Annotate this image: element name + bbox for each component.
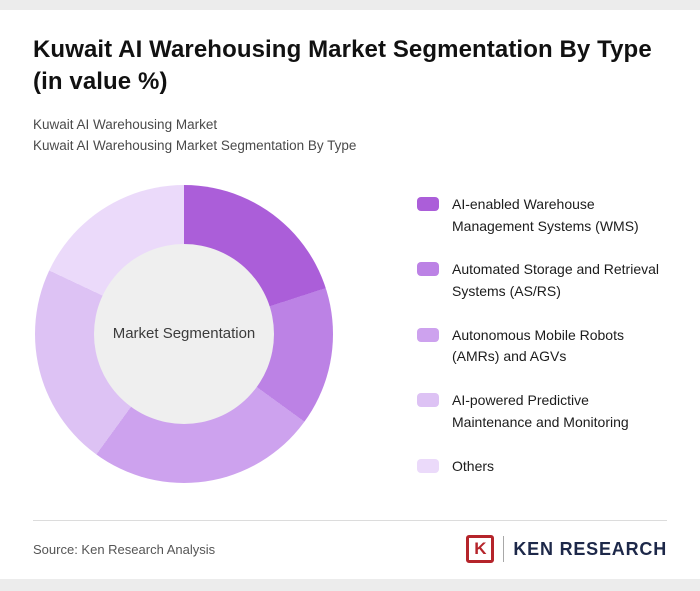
legend-item-predictive: AI-powered Predictive Maintenance and Mo…: [417, 390, 662, 433]
legend-swatch-predictive: [417, 393, 439, 408]
subtitle-segmentation: Kuwait AI Warehousing Market Segmentatio…: [33, 137, 357, 153]
legend-label-wms: AI-enabled Warehouse Management Systems …: [452, 196, 639, 234]
donut-center-label: Market Segmentation: [112, 325, 256, 343]
chart-area: Market Segmentation AI-enabled Warehouse…: [33, 184, 667, 483]
legend-swatch-amrs: [417, 327, 439, 342]
legend-item-amrs: Autonomous Mobile Robots (AMRs) and AGVs: [417, 325, 662, 368]
footer: Source: Ken Research Analysis K KEN RESE…: [33, 520, 667, 563]
legend-label-others: Others: [452, 457, 495, 474]
footer-divider: [33, 520, 667, 521]
donut-chart: Market Segmentation: [35, 184, 333, 483]
legend-item-others: Others: [417, 456, 662, 478]
subtitle-market: Kuwait AI Warehousing Market: [33, 116, 218, 132]
ken-research-logo-icon: K: [466, 535, 495, 563]
logo-separator: [503, 536, 505, 562]
legend-swatch-asrs: [417, 262, 439, 277]
brand-name: KEN RESEARCH: [513, 538, 667, 559]
legend-swatch-others: [417, 458, 439, 473]
source-text: Source: Ken Research Analysis: [33, 541, 216, 557]
legend-swatch-wms: [417, 197, 439, 212]
subtitle-block: Kuwait AI Warehousing Market Kuwait AI W…: [33, 115, 667, 157]
chart-legend: AI-enabled Warehouse Management Systems …: [417, 190, 662, 477]
donut-center: Market Segmentation: [94, 243, 274, 424]
legend-label-asrs: Automated Storage and Retrieval Systems …: [452, 261, 660, 300]
legend-item-asrs: Automated Storage and Retrieval Systems …: [417, 259, 662, 302]
legend-item-wms: AI-enabled Warehouse Management Systems …: [417, 194, 662, 237]
page-title: Kuwait AI Warehousing Market Segmentatio…: [33, 36, 652, 96]
infographic-card: Kuwait AI Warehousing Market Segmentatio…: [0, 10, 700, 579]
legend-label-amrs: Autonomous Mobile Robots (AMRs) and AGVs: [452, 326, 624, 365]
ken-research-logo: K KEN RESEARCH: [466, 535, 667, 563]
legend-label-predictive: AI-powered Predictive Maintenance and Mo…: [452, 392, 629, 430]
